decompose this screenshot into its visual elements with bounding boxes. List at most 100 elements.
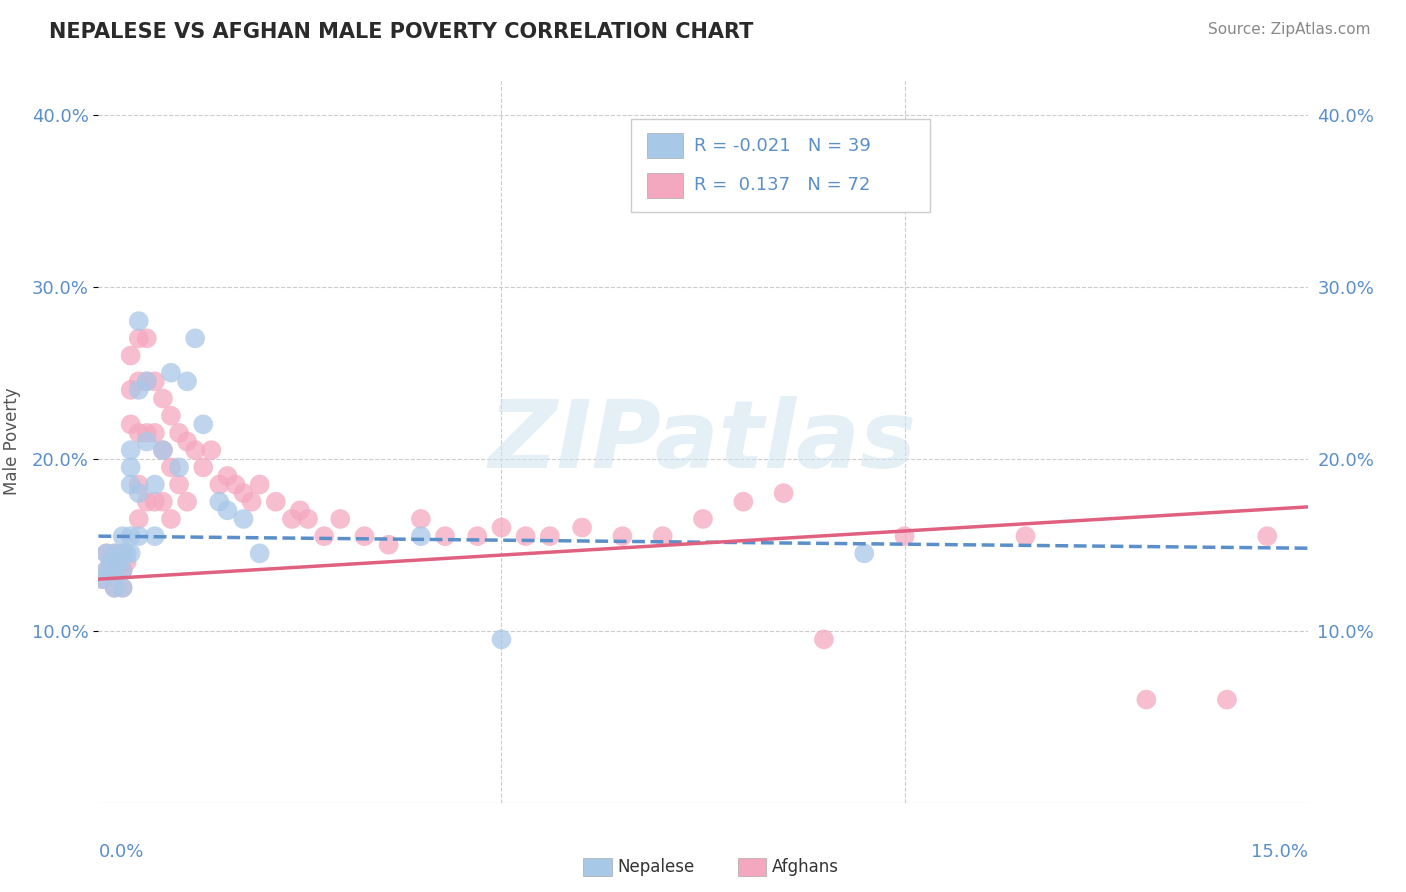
Point	[128, 375, 150, 389]
Point	[232, 486, 254, 500]
Point	[152, 392, 174, 406]
Point	[297, 512, 319, 526]
Point	[232, 512, 254, 526]
Point	[772, 486, 794, 500]
Point	[733, 494, 755, 508]
Point	[143, 529, 166, 543]
Point	[111, 546, 134, 560]
Point	[128, 425, 150, 440]
Point	[100, 555, 122, 569]
Point	[120, 460, 142, 475]
Point	[160, 409, 183, 423]
Point	[120, 529, 142, 543]
Point	[135, 494, 157, 508]
Text: ZIPatlas: ZIPatlas	[489, 395, 917, 488]
Point	[103, 581, 125, 595]
Point	[103, 564, 125, 578]
Point	[249, 546, 271, 560]
Point	[217, 469, 239, 483]
Point	[103, 546, 125, 560]
Point	[240, 494, 263, 508]
Text: Afghans: Afghans	[772, 858, 839, 876]
Point	[491, 632, 513, 647]
Point	[329, 512, 352, 526]
Point	[96, 546, 118, 560]
Text: 15.0%: 15.0%	[1250, 843, 1308, 861]
Point	[152, 443, 174, 458]
Point	[571, 520, 593, 534]
Point	[96, 564, 118, 578]
Point	[281, 512, 304, 526]
Point	[167, 477, 190, 491]
Point	[120, 443, 142, 458]
Point	[128, 477, 150, 491]
Point	[1216, 692, 1239, 706]
Point	[176, 375, 198, 389]
Point	[612, 529, 634, 543]
Point	[538, 529, 561, 543]
Point	[143, 425, 166, 440]
Point	[409, 512, 432, 526]
Point	[128, 512, 150, 526]
Point	[160, 512, 183, 526]
Point	[167, 425, 190, 440]
Point	[200, 443, 222, 458]
Point	[120, 477, 142, 491]
Point	[111, 546, 134, 560]
Point	[120, 546, 142, 560]
Point	[107, 555, 129, 569]
Point	[184, 331, 207, 345]
Point	[152, 443, 174, 458]
Point	[107, 564, 129, 578]
Point	[692, 512, 714, 526]
Point	[515, 529, 537, 543]
Point	[434, 529, 457, 543]
Point	[160, 460, 183, 475]
Point	[193, 460, 215, 475]
Point	[193, 417, 215, 432]
Point	[465, 529, 488, 543]
Point	[103, 564, 125, 578]
Point	[491, 520, 513, 534]
Point	[651, 529, 673, 543]
Point	[135, 434, 157, 449]
Point	[120, 383, 142, 397]
Point	[167, 460, 190, 475]
Point	[128, 314, 150, 328]
Point	[91, 572, 114, 586]
Point	[1135, 692, 1157, 706]
Point	[176, 494, 198, 508]
Point	[217, 503, 239, 517]
Text: NEPALESE VS AFGHAN MALE POVERTY CORRELATION CHART: NEPALESE VS AFGHAN MALE POVERTY CORRELAT…	[49, 22, 754, 42]
Point	[100, 555, 122, 569]
Point	[128, 331, 150, 345]
Point	[208, 494, 231, 508]
Point	[143, 477, 166, 491]
Point	[91, 572, 114, 586]
Point	[135, 375, 157, 389]
Point	[128, 529, 150, 543]
Point	[111, 529, 134, 543]
Point	[111, 581, 134, 595]
Point	[813, 632, 835, 647]
Point	[128, 383, 150, 397]
Point	[853, 546, 876, 560]
Point	[1256, 529, 1278, 543]
Point	[115, 546, 138, 560]
Point	[208, 477, 231, 491]
Point	[103, 546, 125, 560]
Point	[111, 581, 134, 595]
Point	[353, 529, 375, 543]
Text: R =  0.137   N = 72: R = 0.137 N = 72	[695, 176, 870, 194]
Point	[135, 425, 157, 440]
Text: Nepalese: Nepalese	[617, 858, 695, 876]
Point	[184, 443, 207, 458]
Point	[135, 375, 157, 389]
Point	[111, 564, 134, 578]
Point	[288, 503, 311, 517]
Point	[128, 486, 150, 500]
Point	[115, 555, 138, 569]
Point	[135, 331, 157, 345]
Text: Source: ZipAtlas.com: Source: ZipAtlas.com	[1208, 22, 1371, 37]
Point	[143, 494, 166, 508]
